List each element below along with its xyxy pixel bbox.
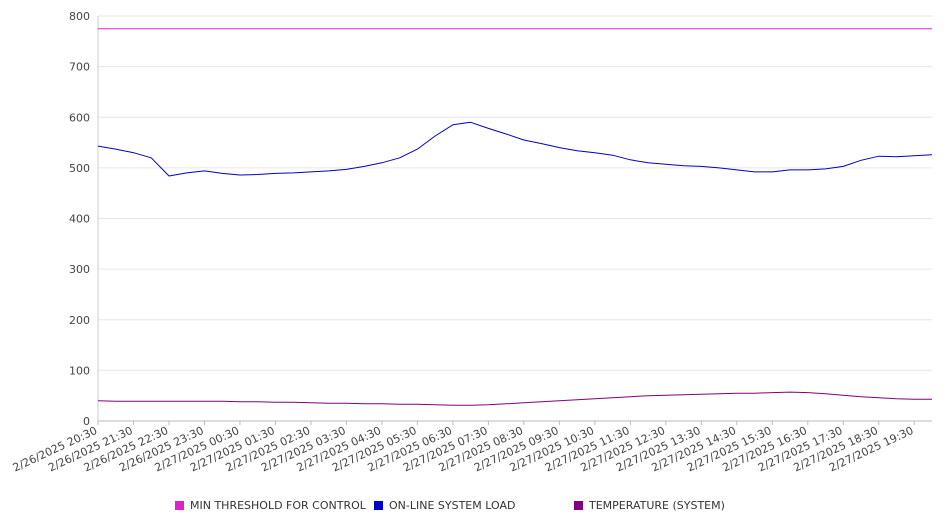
legend-swatch-system-load [374, 501, 383, 510]
y-tick-label: 500 [69, 162, 90, 175]
y-axis-ticks: 0 100 200 300 400 500 600 700 800 [69, 10, 90, 428]
axes [97, 16, 932, 422]
y-tick-label: 0 [83, 415, 90, 428]
legend-item-temperature[interactable]: TEMPERATURE (SYSTEM) [574, 499, 725, 512]
y-tick-label: 100 [69, 364, 90, 377]
y-tick-label: 700 [69, 61, 90, 74]
x-axis-ticks: 2/26/2025 20:302/26/2025 21:302/26/2025 … [11, 421, 916, 474]
series-line-2 [97, 391, 932, 406]
legend-item-min-threshold[interactable]: MIN THRESHOLD FOR CONTROL [175, 499, 366, 512]
y-tick-label: 600 [69, 111, 90, 124]
legend-label: TEMPERATURE (SYSTEM) [589, 499, 725, 512]
legend-label: ON-LINE SYSTEM LOAD [389, 499, 516, 512]
gridlines [98, 15, 932, 371]
legend-label: MIN THRESHOLD FOR CONTROL [190, 499, 366, 512]
y-tick-label: 400 [69, 213, 90, 226]
y-tick-label: 200 [69, 314, 90, 327]
series-line-1 [97, 121, 933, 177]
y-tick-label: 800 [69, 10, 90, 23]
legend-swatch-min-threshold [175, 501, 184, 510]
legend-swatch-temperature [574, 501, 583, 510]
series-lines [97, 28, 933, 406]
y-tick-label: 300 [69, 263, 90, 276]
legend-item-system-load[interactable]: ON-LINE SYSTEM LOAD [374, 499, 515, 512]
